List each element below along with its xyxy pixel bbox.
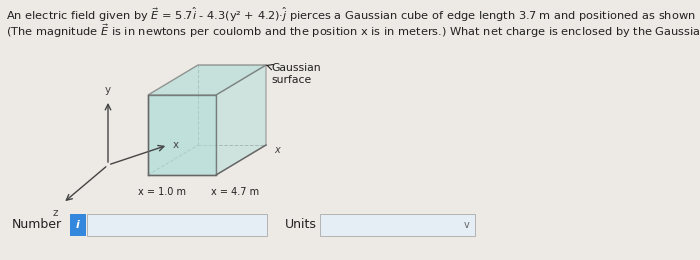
Polygon shape: [148, 65, 266, 95]
Text: An electric field given by $\vec{E}$ = 5.7$\hat{i}$ - 4.3(y² + 4.2)·$\hat{j}$ pi: An electric field given by $\vec{E}$ = 5…: [6, 6, 700, 24]
Text: x: x: [173, 140, 179, 150]
FancyBboxPatch shape: [87, 214, 267, 236]
Text: i: i: [76, 220, 80, 230]
FancyBboxPatch shape: [70, 214, 86, 236]
Text: Number: Number: [12, 218, 62, 231]
Text: y: y: [105, 85, 111, 95]
Text: (The magnitude $\vec{E}$ is in newtons per coulomb and the position x is in mete: (The magnitude $\vec{E}$ is in newtons p…: [6, 22, 700, 40]
Text: Gaussian
surface: Gaussian surface: [271, 63, 321, 85]
Text: x: x: [274, 145, 280, 155]
Text: x = 4.7 m: x = 4.7 m: [211, 187, 259, 197]
Text: z: z: [52, 208, 58, 218]
Text: x = 1.0 m: x = 1.0 m: [138, 187, 186, 197]
Text: v: v: [464, 220, 470, 230]
Polygon shape: [148, 95, 216, 175]
Text: Units: Units: [285, 218, 317, 231]
FancyBboxPatch shape: [320, 214, 475, 236]
Polygon shape: [216, 65, 266, 175]
